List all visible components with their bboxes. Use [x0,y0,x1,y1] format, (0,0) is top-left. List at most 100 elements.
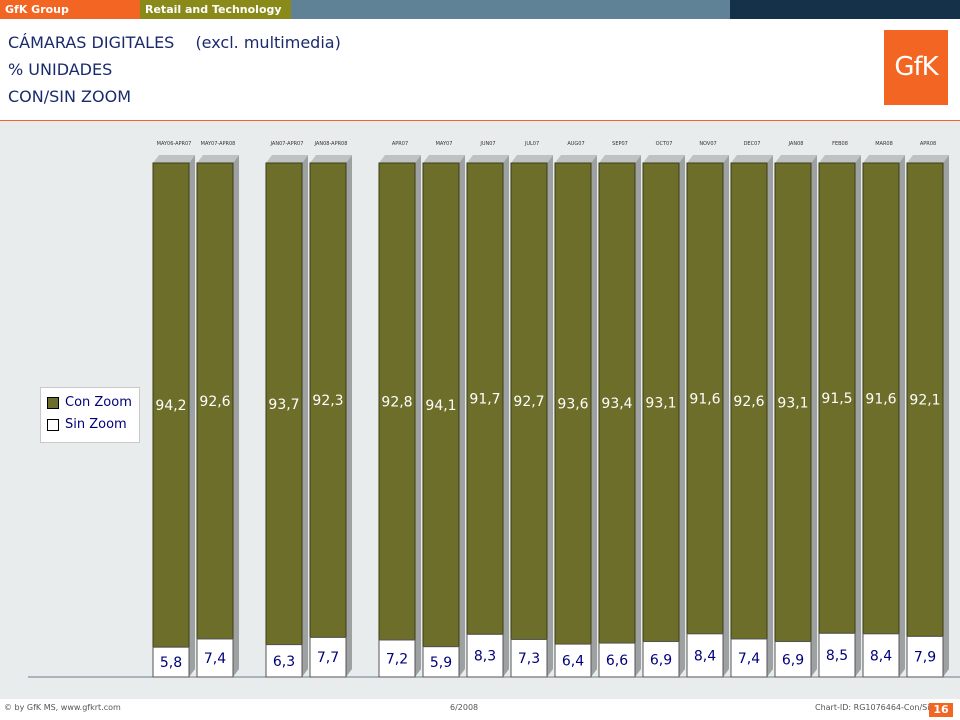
data-label-con-zoom-oct07: 93,1 [645,395,676,411]
data-label-sin-zoom-dec07: 7,4 [738,651,760,667]
data-label-sin-zoom-mar08: 8,4 [870,648,892,664]
data-label-con-zoom-feb08: 91,5 [821,391,852,407]
bar-side-jul07 [547,155,553,677]
legend-label-sin-zoom: Sin Zoom [65,417,127,432]
bar-top-jul07 [511,155,553,163]
bar-con-zoom-jan08-apr08 [309,162,347,638]
category-label-dec07: DEC07 [744,141,761,147]
data-label-sin-zoom-jun07: 8,3 [474,649,496,665]
bar-con-zoom-nov07 [686,162,724,635]
chart-legend: Con Zoom Sin Zoom [40,387,140,443]
top-bar-blue-segment [291,0,730,19]
bar-sin-zoom-may07 [422,646,460,678]
data-label-con-zoom-apr07: 92,8 [381,394,412,410]
bar-sin-zoom-mar08 [862,633,900,678]
bar-side-oct07 [679,155,685,677]
data-label-sin-zoom-jan08-apr08: 7,7 [317,650,339,666]
bar-sin-zoom-nov07 [686,633,724,678]
category-label-jun07: JUN07 [479,141,495,147]
bar-con-zoom-sep07 [598,162,636,644]
retail-technology-label: Retail and Technology [145,3,282,16]
bar-top-jan08 [775,155,817,163]
bar-top-nov07 [687,155,729,163]
data-label-sin-zoom-apr08: 7,9 [914,650,936,666]
data-label-sin-zoom-feb08: 8,5 [826,648,848,664]
category-label-aug07: AUG07 [567,141,584,147]
bar-top-jan07-apr07 [266,155,308,163]
bar-sin-zoom-aug07 [554,643,592,678]
bar-top-may07-apr08 [197,155,239,163]
bar-sin-zoom-feb08 [818,632,856,678]
gfk-logo: GfK [884,30,948,105]
legend-swatch-sin-zoom [47,419,59,431]
data-label-sin-zoom-jan08: 6,9 [782,652,804,668]
bar-con-zoom-oct07 [642,162,680,643]
bar-con-zoom-jan07-apr07 [265,162,303,646]
data-label-sin-zoom-oct07: 6,9 [650,652,672,668]
legend-label-con-zoom: Con Zoom [65,395,132,410]
subtitle-units: % UNIDADES [8,60,113,79]
data-label-con-zoom-apr08: 92,1 [909,393,940,409]
stacked-bar-chart: MAY06-APR07 94,2 5,8 MAY07-APR08 92,6 7,4 JAN0… [28,141,960,678]
bar-con-zoom-may07-apr08 [196,162,234,640]
data-label-sin-zoom-nov07: 8,4 [694,648,716,664]
bar-top-dec07 [731,155,773,163]
data-label-con-zoom-aug07: 93,6 [557,397,588,413]
category-label-may07: MAY07 [436,141,453,147]
data-label-sin-zoom-jan07-apr07: 6,3 [273,654,295,670]
gfk-group-label: GfK Group [5,3,69,16]
data-label-con-zoom-jun07: 91,7 [469,392,500,408]
data-label-sin-zoom-aug07: 6,4 [562,654,584,670]
top-bar: GfK Group Retail and Technology [0,0,960,19]
page-number: 16 [929,703,953,717]
header-divider [0,120,960,121]
bar-side-feb08 [855,155,861,677]
category-label-may07-apr08: MAY07-APR08 [201,141,236,147]
title-qualifier: (excl. multimedia) [195,33,341,52]
data-label-con-zoom-nov07: 91,6 [689,391,720,407]
bar-top-jun07 [467,155,509,163]
subtitle-zoom: CON/SIN ZOOM [8,87,132,106]
category-label-apr08: APR08 [920,141,936,147]
bar-sin-zoom-apr07 [378,639,416,678]
bar-con-zoom-apr07 [378,162,416,641]
bar-sin-zoom-jun07 [466,633,504,678]
bar-con-zoom-jan08 [774,162,812,643]
category-label-apr07: APR07 [392,141,408,147]
bar-side-may07 [459,155,465,677]
bar-sin-zoom-sep07 [598,642,636,678]
data-label-con-zoom-jan08-apr08: 92,3 [312,393,343,409]
data-label-con-zoom-jan07-apr07: 93,7 [268,397,299,413]
data-label-con-zoom-jul07: 92,7 [513,394,544,410]
bar-sin-zoom-jan08-apr08 [309,636,347,678]
data-label-con-zoom-jan08: 93,1 [777,395,808,411]
bar-side-apr07 [415,155,421,677]
category-label-jan08-apr08: JAN08-APR08 [314,141,348,147]
bar-top-aug07 [555,155,597,163]
footer-copyright: © by GfK MS, www.gfkrt.com [4,703,121,712]
category-label-mar08: MAR08 [875,141,893,147]
bar-con-zoom-may06-apr07 [152,162,190,648]
category-label-jul07: JUL07 [524,141,539,147]
retail-technology-tab: Retail and Technology [140,0,291,19]
category-label-nov07: NOV07 [699,141,716,147]
bar-side-sep07 [635,155,641,677]
bar-side-aug07 [591,155,597,677]
bar-top-may07 [423,155,465,163]
bar-sin-zoom-dec07 [730,638,768,678]
bar-side-jun07 [503,155,509,677]
data-label-sin-zoom-may06-apr07: 5,8 [160,655,182,671]
bar-con-zoom-may07 [422,162,460,648]
bar-side-apr08 [943,155,949,677]
bar-side-nov07 [723,155,729,677]
bar-sin-zoom-jul07 [510,638,548,678]
data-label-sin-zoom-jul07: 7,3 [518,651,540,667]
bar-side-jan07-apr07 [302,155,308,677]
bar-top-sep07 [599,155,641,163]
category-label-may06-apr07: MAY06-APR07 [157,141,192,147]
page-title: CÁMARAS DIGITALES (excl. multimedia) [8,33,341,52]
bar-con-zoom-jul07 [510,162,548,640]
data-label-con-zoom-sep07: 93,4 [601,396,632,412]
category-label-feb08: FEB08 [832,141,848,147]
category-label-jan07-apr07: JAN07-APR07 [270,141,304,147]
